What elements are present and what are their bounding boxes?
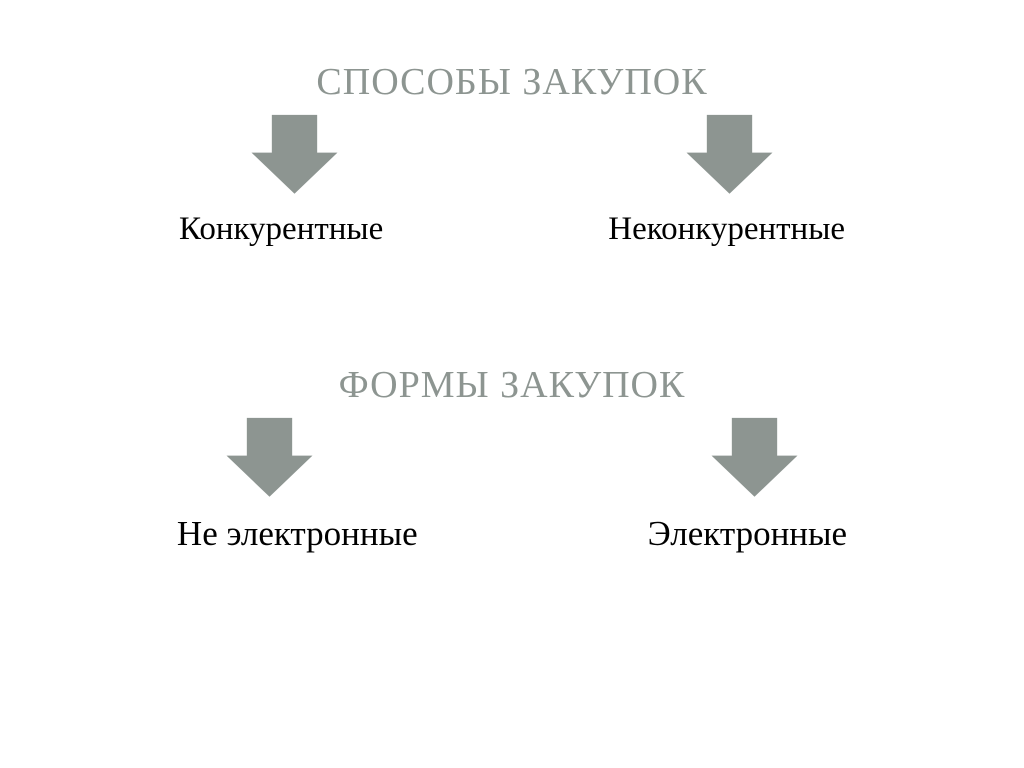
section2-arrow-left [222,415,317,500]
section2-labels-row: Не электронные Электронные [0,514,1024,554]
section1-label-right: Неконкурентные [608,211,845,248]
section2-title: ФОРМЫ ЗАКУПОК [339,363,686,407]
section1-labels-row: Конкурентные Неконкурентные [0,211,1024,248]
down-arrow-icon [682,112,777,197]
down-arrow-icon [707,415,802,500]
down-arrow-icon [222,415,317,500]
diagram-container: СПОСОБЫ ЗАКУПОК Конкурентные Неконкурент… [0,0,1024,768]
section1-title: СПОСОБЫ ЗАКУПОК [316,60,707,104]
section2-arrows-row [0,415,1024,500]
section2-arrow-right [707,415,802,500]
section1-arrows-row [0,112,1024,197]
section1-arrow-left [247,112,342,197]
section1-label-left: Конкурентные [179,211,383,248]
section1-arrow-right [682,112,777,197]
section2-label-right: Электронные [648,514,847,554]
down-arrow-icon [247,112,342,197]
section2-label-left: Не электронные [177,514,418,554]
